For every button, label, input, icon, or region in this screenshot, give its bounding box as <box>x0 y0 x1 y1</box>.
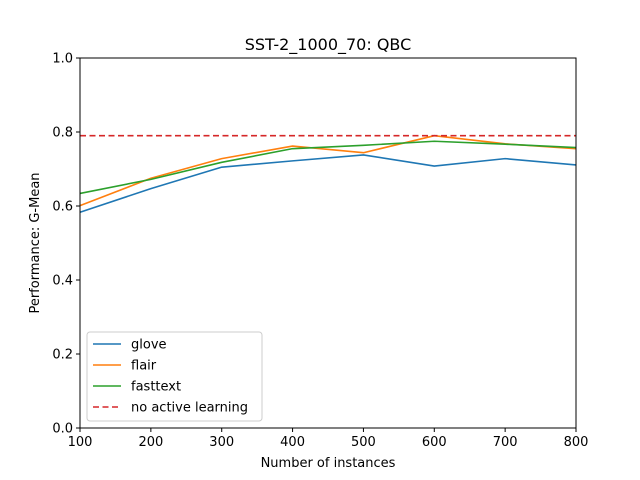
y-tick-label: 0.2 <box>52 348 73 363</box>
x-tick-label: 700 <box>493 435 518 450</box>
x-tick-label: 100 <box>68 435 93 450</box>
y-tick-label: 1.0 <box>52 52 73 67</box>
x-tick-label: 400 <box>280 435 305 450</box>
series-line-fasttext <box>79 140 577 195</box>
legend-entry: no active learning <box>131 401 248 416</box>
x-tick-label: 200 <box>138 435 163 450</box>
x-axis-label: Number of instances <box>261 456 396 471</box>
legend: glove flair fasttext no active learning <box>86 331 263 422</box>
x-tick-label: 500 <box>351 435 376 450</box>
y-axis: 0.0 0.2 0.4 0.6 0.8 1.0 <box>52 52 80 437</box>
legend-entry: fasttext <box>131 380 181 395</box>
x-axis: 100 200 300 400 500 600 700 800 <box>68 428 589 450</box>
y-axis-label: Performance: G-Mean <box>28 172 43 313</box>
legend-box <box>86 331 263 422</box>
y-tick-label: 0.4 <box>52 274 73 289</box>
legend-entry: glove <box>131 338 167 353</box>
x-tick-label: 600 <box>422 435 447 450</box>
y-tick-label: 0.0 <box>52 422 73 437</box>
x-tick-label: 300 <box>209 435 234 450</box>
plot-frame <box>79 57 577 429</box>
x-tick-label: 800 <box>564 435 589 450</box>
legend-entry: flair <box>131 359 157 374</box>
y-tick-label: 0.8 <box>52 126 73 141</box>
y-tick-label: 0.6 <box>52 200 73 215</box>
series-line-flair <box>79 134 577 207</box>
series-line-glove <box>79 154 577 214</box>
plot-area <box>79 134 577 214</box>
chart-title: SST-2_1000_70: QBC <box>245 35 412 55</box>
